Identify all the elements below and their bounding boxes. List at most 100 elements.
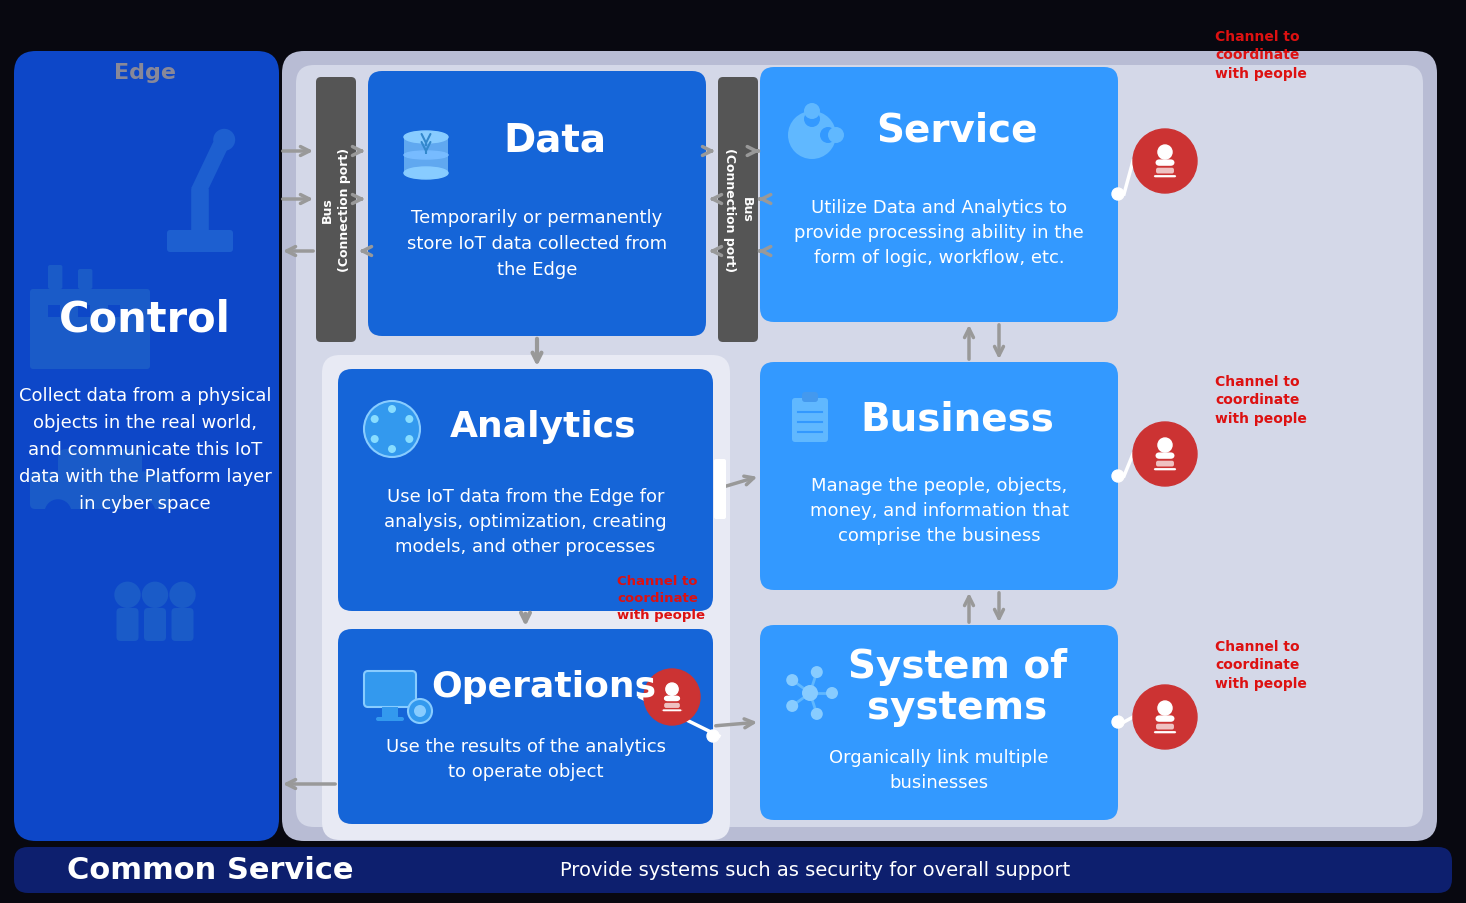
FancyBboxPatch shape	[15, 847, 1451, 893]
Circle shape	[129, 499, 155, 526]
FancyBboxPatch shape	[364, 671, 416, 707]
FancyBboxPatch shape	[664, 696, 680, 702]
Text: Manage the people, objects,
money, and information that
comprise the business: Manage the people, objects, money, and i…	[809, 477, 1069, 545]
Text: System of
systems: System of systems	[847, 647, 1066, 727]
Circle shape	[666, 684, 679, 695]
FancyBboxPatch shape	[116, 609, 138, 641]
Circle shape	[825, 687, 839, 699]
Text: Use the results of the analytics
to operate object: Use the results of the analytics to oper…	[386, 738, 666, 780]
Circle shape	[371, 415, 378, 424]
Text: Temporarily or permanently
store IoT data collected from
the Edge: Temporarily or permanently store IoT dat…	[408, 209, 667, 278]
FancyBboxPatch shape	[191, 187, 208, 235]
FancyBboxPatch shape	[718, 78, 758, 342]
FancyBboxPatch shape	[323, 356, 730, 840]
Circle shape	[803, 104, 819, 120]
Circle shape	[789, 112, 836, 160]
Text: Service: Service	[877, 111, 1038, 149]
Ellipse shape	[405, 152, 449, 160]
Circle shape	[811, 708, 822, 720]
Text: Operations: Operations	[431, 669, 657, 703]
Text: Channel to
coordinate
with people: Channel to coordinate with people	[617, 574, 705, 621]
Circle shape	[408, 699, 432, 723]
Circle shape	[142, 582, 169, 609]
Circle shape	[1158, 439, 1171, 452]
Circle shape	[388, 405, 396, 414]
FancyBboxPatch shape	[405, 138, 449, 173]
Ellipse shape	[405, 132, 449, 144]
FancyBboxPatch shape	[759, 68, 1119, 322]
Circle shape	[405, 415, 413, 424]
Text: Analytics: Analytics	[450, 410, 636, 443]
Circle shape	[114, 582, 141, 609]
FancyBboxPatch shape	[375, 717, 405, 721]
FancyBboxPatch shape	[48, 265, 63, 290]
FancyBboxPatch shape	[714, 460, 726, 519]
FancyBboxPatch shape	[1155, 723, 1176, 731]
FancyBboxPatch shape	[1155, 168, 1176, 176]
Circle shape	[44, 499, 72, 526]
Text: Provide systems such as security for overall support: Provide systems such as security for ove…	[560, 861, 1070, 880]
Text: Utilize Data and Analytics to
provide processing ability in the
form of logic, w: Utilize Data and Analytics to provide pr…	[795, 199, 1083, 266]
FancyBboxPatch shape	[1157, 724, 1174, 730]
Text: Channel to
coordinate
with people: Channel to coordinate with people	[1215, 30, 1306, 80]
Text: Organically link multiple
businesses: Organically link multiple businesses	[830, 749, 1048, 792]
Circle shape	[413, 705, 427, 717]
Circle shape	[371, 435, 378, 443]
FancyBboxPatch shape	[59, 450, 142, 479]
Circle shape	[803, 112, 819, 128]
Text: Channel to
coordinate
with people: Channel to coordinate with people	[1215, 375, 1306, 425]
FancyBboxPatch shape	[144, 609, 166, 641]
FancyBboxPatch shape	[383, 707, 397, 717]
FancyBboxPatch shape	[1157, 169, 1174, 174]
Text: Data: Data	[503, 121, 607, 159]
FancyBboxPatch shape	[78, 270, 92, 290]
Circle shape	[819, 128, 836, 144]
FancyBboxPatch shape	[29, 472, 170, 509]
Text: Edge: Edge	[114, 63, 176, 83]
FancyBboxPatch shape	[1155, 160, 1174, 167]
Text: Use IoT data from the Edge for
analysis, optimization, creating
models, and othe: Use IoT data from the Edge for analysis,…	[384, 488, 667, 555]
Circle shape	[1113, 470, 1124, 482]
Text: Channel to
coordinate
with people: Channel to coordinate with people	[1215, 639, 1306, 690]
Circle shape	[1133, 130, 1198, 194]
FancyBboxPatch shape	[792, 398, 828, 442]
Bar	[78, 305, 89, 318]
Text: Bus
(Connection port): Bus (Connection port)	[321, 148, 350, 272]
FancyBboxPatch shape	[1155, 715, 1174, 722]
FancyBboxPatch shape	[802, 393, 818, 403]
FancyBboxPatch shape	[339, 369, 712, 611]
Circle shape	[213, 130, 235, 152]
FancyBboxPatch shape	[1154, 176, 1177, 178]
Circle shape	[169, 582, 195, 609]
FancyBboxPatch shape	[172, 609, 194, 641]
FancyBboxPatch shape	[663, 710, 682, 712]
FancyBboxPatch shape	[281, 52, 1437, 841]
Text: Business: Business	[861, 401, 1054, 439]
Circle shape	[786, 675, 798, 686]
Circle shape	[405, 435, 413, 443]
Circle shape	[1113, 189, 1124, 200]
Ellipse shape	[405, 168, 449, 180]
FancyBboxPatch shape	[759, 363, 1119, 591]
FancyBboxPatch shape	[1155, 461, 1176, 469]
FancyBboxPatch shape	[663, 703, 682, 710]
FancyBboxPatch shape	[759, 625, 1119, 820]
Circle shape	[644, 669, 699, 725]
Circle shape	[802, 685, 818, 702]
FancyBboxPatch shape	[167, 231, 233, 253]
Circle shape	[1133, 685, 1198, 749]
Circle shape	[707, 731, 718, 742]
Circle shape	[364, 402, 419, 458]
Bar	[108, 305, 120, 318]
Bar	[48, 305, 60, 318]
FancyBboxPatch shape	[1154, 469, 1177, 470]
FancyBboxPatch shape	[29, 290, 150, 369]
Circle shape	[786, 700, 798, 712]
FancyBboxPatch shape	[368, 72, 707, 337]
Circle shape	[1113, 716, 1124, 728]
Text: Control: Control	[59, 299, 232, 340]
Circle shape	[388, 445, 396, 453]
Text: Common Service: Common Service	[67, 855, 353, 885]
Polygon shape	[191, 143, 230, 189]
Circle shape	[828, 128, 844, 144]
